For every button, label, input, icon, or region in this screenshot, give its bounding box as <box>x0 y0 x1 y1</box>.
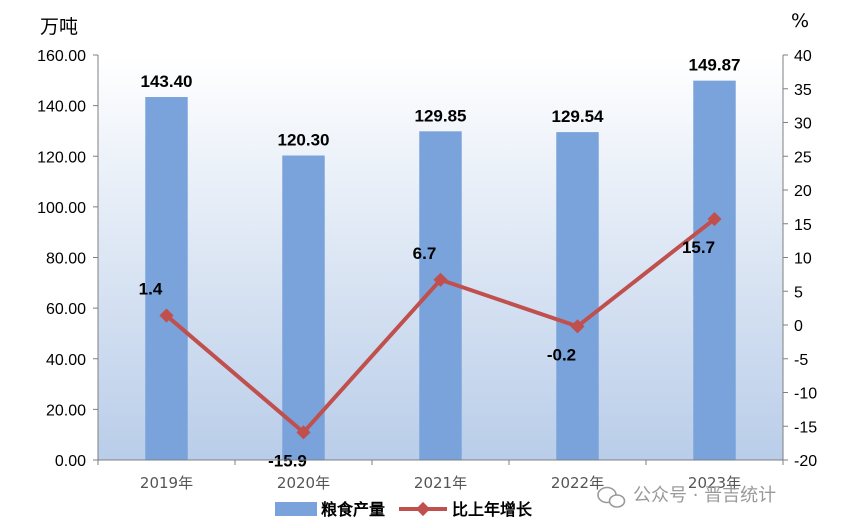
right-axis-tick-label: 10 <box>794 251 812 268</box>
legend-line-label: 比上年增长 <box>452 500 533 519</box>
left-axis-tick-label: 60.00 <box>46 301 86 318</box>
line-marker <box>707 211 722 227</box>
left-axis-unit: 万吨 <box>40 16 78 38</box>
left-axis-tick-label: 80.00 <box>46 251 86 268</box>
left-axis-tick-label: 20.00 <box>46 402 86 419</box>
bar-value-label: 129.54 <box>552 107 605 126</box>
left-axis: 0.00 20.00 40.00 60.00 80.00 100.00 120.00 140.… <box>37 48 99 470</box>
watermark: 公众号 · 晋吉统计 <box>597 485 776 508</box>
bar-value-label: 120.30 <box>278 130 330 149</box>
bar-value-label: 129.85 <box>415 106 467 125</box>
right-axis-tick-label: 25 <box>794 149 812 166</box>
bar <box>556 132 599 460</box>
right-axis-tick-label: -10 <box>794 386 817 403</box>
right-axis-tick-label: 15 <box>794 217 812 234</box>
line-series: 1.4 -15.9 6.7 -0.2 15.7 <box>139 211 722 470</box>
line-value-label: 6.7 <box>413 244 437 263</box>
wechat-icon <box>597 486 626 508</box>
legend-bar-swatch <box>275 502 317 516</box>
line-marker <box>159 308 174 323</box>
right-axis-tick-label: 0 <box>794 318 803 335</box>
bar-value-label: 143.40 <box>141 72 193 91</box>
line-value-label: -0.2 <box>547 345 576 364</box>
left-axis-tick-label: 100.00 <box>37 200 86 217</box>
legend-bar-label: 粮食产量 <box>321 500 385 519</box>
left-axis-tick-label: 40.00 <box>46 352 86 369</box>
right-axis-tick-label: 20 <box>794 183 812 200</box>
line-value-label: -15.9 <box>268 451 307 470</box>
legend-line-marker <box>415 501 431 517</box>
left-axis-tick-label: 140.00 <box>37 99 86 116</box>
x-axis-tick-label: 2021年 <box>414 474 467 492</box>
bar-series: 143.40 120.30 129.85 129.54 149.87 <box>141 56 741 461</box>
line-value-label: 15.7 <box>682 238 715 257</box>
line-marker <box>433 272 448 287</box>
x-axis-tick-label: 2023年 <box>688 474 741 492</box>
left-axis-tick-label: 160.00 <box>37 48 86 65</box>
legend: 粮食产量 比上年增长 <box>275 500 533 519</box>
left-axis-tick-label: 0.00 <box>55 453 86 470</box>
right-axis-tick-label: 5 <box>794 284 803 301</box>
right-axis-tick-label: -15 <box>794 419 817 436</box>
line-marker <box>570 319 585 334</box>
line-marker <box>296 425 311 440</box>
right-axis-tick-label: -20 <box>794 453 817 470</box>
right-axis: -20 -15 -10 -5 0 5 10 15 20 25 30 35 40 <box>782 48 817 470</box>
x-axis-tick-label: 2022年 <box>551 474 604 492</box>
left-axis-tick-label: 120.00 <box>37 149 86 166</box>
right-axis-tick-label: 35 <box>794 82 812 99</box>
bar-value-label: 149.87 <box>689 56 741 75</box>
right-axis-tick-label: 40 <box>794 48 812 65</box>
line-value-label: 1.4 <box>139 280 163 299</box>
bar <box>145 97 188 461</box>
x-axis-tick-label: 2019年 <box>140 474 193 492</box>
bar <box>282 155 325 460</box>
right-axis-tick-label: -5 <box>794 352 808 369</box>
right-axis-tick-label: 30 <box>794 116 812 133</box>
bar <box>693 80 736 460</box>
x-axis: 2019年 2020年 2021年 2022年 2023年 <box>97 459 784 492</box>
right-axis-unit: % <box>791 10 809 32</box>
x-axis-tick-label: 2020年 <box>277 474 330 492</box>
watermark-text: 公众号 · 晋吉统计 <box>633 485 776 506</box>
